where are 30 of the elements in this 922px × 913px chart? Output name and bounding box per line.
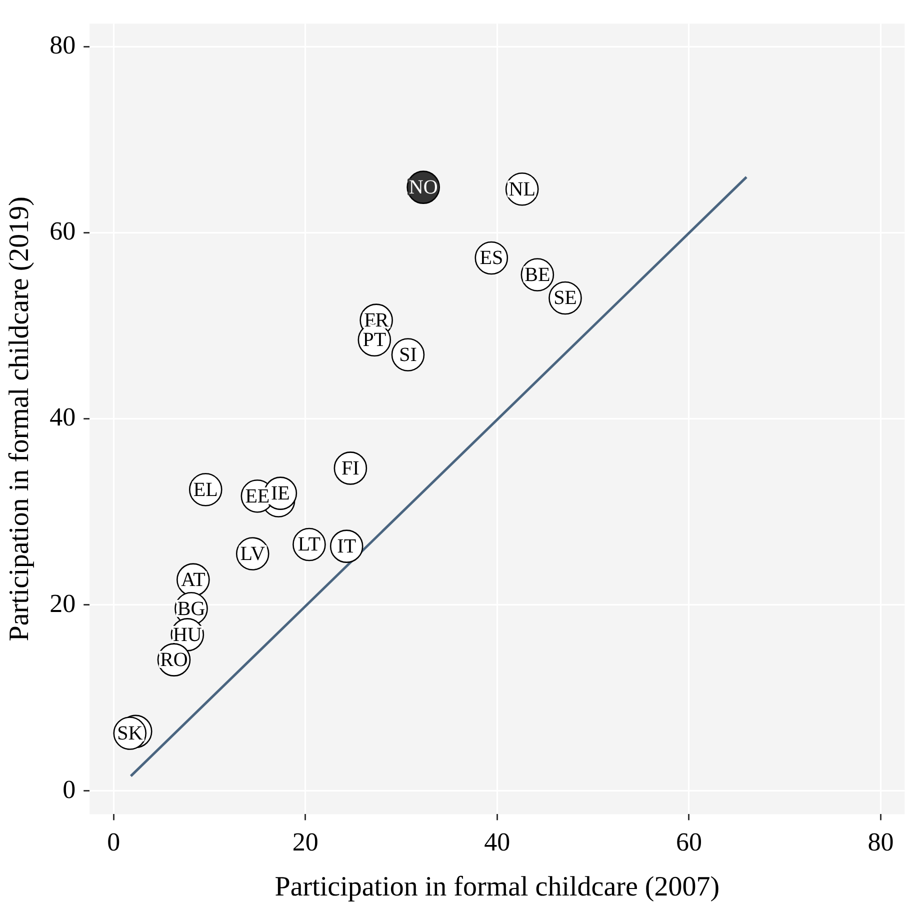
data-label: ES [480,247,504,270]
x-tick-label: 60 [676,828,702,857]
data-label: HU [172,624,202,646]
data-label: BG [177,598,206,620]
data-label: SE [554,287,577,310]
y-tick-label: 20 [50,588,76,618]
data-label: IE [270,482,290,505]
y-tick-label: 40 [50,402,76,432]
y-tick-label: 0 [62,774,76,804]
data-label: RO [160,649,188,672]
x-tick-label: 20 [292,828,318,857]
data-label: AT [180,569,206,592]
x-tick-label: 80 [868,828,894,857]
x-tick-label: 40 [484,828,510,857]
y-tick-label: 80 [50,30,76,60]
y-tick-label: 60 [50,216,76,246]
data-label: PT [362,329,386,352]
y-axis-title: Participation in formal childcare (2019) [4,196,36,642]
data-label: SI [399,344,417,366]
data-label: NO [408,176,438,199]
data-label: BE [524,264,550,286]
data-label: LT [298,534,320,556]
data-label: IT [337,536,356,558]
x-axis-title: Participation in formal childcare (2007) [274,872,720,903]
data-label: EL [193,478,218,501]
x-tick-label: 0 [107,828,120,857]
data-label: LV [240,543,266,566]
data-label: SK [117,722,144,745]
data-label: NL [508,178,536,200]
data-label: FI [342,457,360,480]
